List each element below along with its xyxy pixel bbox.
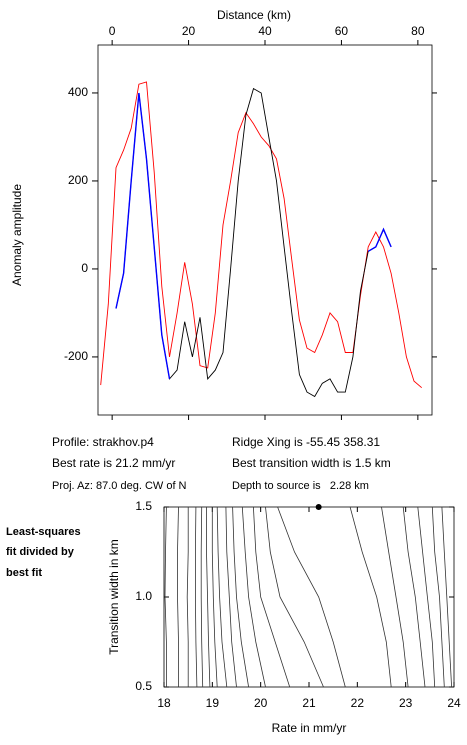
contour-line	[206, 507, 211, 688]
info-text: Depth to source is 2.28 km	[232, 480, 369, 492]
data-line	[100, 81, 422, 389]
x-axis-title: Distance (km)	[217, 8, 291, 22]
x-tick-label: 80	[411, 24, 425, 38]
x-tick-label: 20	[254, 696, 268, 710]
x-tick-label: 24	[447, 696, 461, 710]
contour-line	[241, 506, 266, 688]
contour-line	[431, 506, 445, 688]
x-tick-label: 0	[109, 24, 116, 38]
info-text: Ridge Xing is -55.45 358.31	[232, 435, 380, 449]
x-tick-label: 18	[157, 696, 171, 710]
contour-line	[232, 506, 249, 688]
best-fit-point	[315, 504, 322, 510]
info-text: Best transition width is 1.5 km	[232, 456, 391, 470]
contour-line	[216, 506, 228, 688]
x-tick-label: 20	[182, 24, 196, 38]
contour-line	[417, 506, 436, 688]
contour-line	[265, 506, 324, 688]
y-tick-label: 1.5	[135, 499, 152, 513]
y-tick-label: 1.0	[135, 589, 152, 603]
info-text: Profile: strakhov.p4	[52, 435, 154, 449]
contour-line	[186, 507, 189, 687]
x-tick-label: 40	[258, 24, 272, 38]
x-tick-label: 23	[399, 696, 413, 710]
x-axis-title: Rate in mm/yr	[272, 721, 347, 735]
y-tick-label: 200	[68, 173, 88, 187]
data-line	[115, 87, 392, 398]
side-note: Least-squares	[6, 526, 81, 538]
y-tick-label: 0	[81, 261, 88, 275]
contour-line	[164, 506, 167, 687]
contour-line	[349, 506, 392, 688]
side-note: fit divided by	[6, 546, 75, 558]
contour-line	[441, 506, 452, 688]
y-tick-label: -200	[64, 349, 88, 363]
contour-line	[381, 506, 409, 688]
contour-line	[200, 506, 204, 688]
contour-line	[211, 507, 218, 688]
contour-line	[277, 506, 346, 688]
y-axis-title: Anomaly amplitude	[10, 184, 24, 286]
contour-line	[402, 506, 426, 688]
info-text: Proj. Az: 87.0 deg. CW of N	[52, 480, 187, 492]
x-tick-label: 21	[302, 696, 316, 710]
y-tick-label: 0.5	[135, 679, 152, 693]
info-text: Best rate is 21.2 mm/yr	[52, 456, 175, 470]
y-tick-label: 400	[68, 85, 88, 99]
contour-line	[253, 506, 291, 688]
contour-line	[177, 506, 179, 687]
contour-line	[225, 506, 237, 688]
side-note: best fit	[6, 567, 42, 579]
data-line	[115, 92, 392, 380]
contour-line	[195, 506, 198, 688]
x-tick-label: 19	[206, 696, 220, 710]
x-tick-label: 22	[351, 696, 365, 710]
y-axis-title: Transition width in km	[107, 539, 121, 655]
x-tick-label: 60	[335, 24, 349, 38]
